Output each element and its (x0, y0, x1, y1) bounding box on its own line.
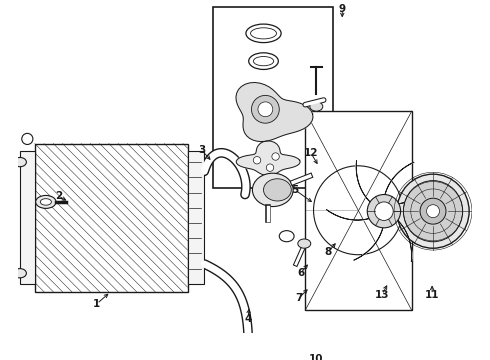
Circle shape (426, 205, 440, 218)
Text: 1: 1 (93, 299, 100, 309)
Polygon shape (326, 210, 374, 220)
Polygon shape (354, 222, 384, 260)
Ellipse shape (36, 195, 56, 208)
Text: 8: 8 (325, 247, 332, 257)
Polygon shape (384, 162, 414, 200)
Text: 6: 6 (297, 268, 304, 278)
Circle shape (258, 102, 273, 117)
Text: 7: 7 (295, 293, 302, 303)
Polygon shape (356, 161, 374, 206)
Ellipse shape (253, 57, 274, 66)
Ellipse shape (298, 239, 311, 248)
Bar (35, 144, 188, 292)
Ellipse shape (252, 173, 293, 207)
Polygon shape (393, 217, 412, 262)
Text: 12: 12 (303, 148, 318, 158)
Circle shape (368, 194, 401, 228)
Polygon shape (236, 82, 313, 141)
Ellipse shape (310, 102, 323, 111)
Bar (20, 151, 35, 284)
Bar (188, 151, 204, 284)
Circle shape (420, 198, 446, 224)
Text: 11: 11 (425, 289, 440, 300)
Text: 13: 13 (375, 289, 390, 300)
Ellipse shape (397, 174, 469, 248)
Circle shape (251, 95, 279, 123)
Circle shape (272, 153, 279, 160)
Polygon shape (393, 202, 441, 213)
Ellipse shape (279, 231, 294, 242)
Ellipse shape (249, 53, 278, 69)
Text: 4: 4 (244, 314, 251, 324)
Bar (213, 8, 333, 188)
Text: 5: 5 (292, 185, 298, 195)
Circle shape (253, 157, 261, 164)
Ellipse shape (250, 28, 276, 39)
Circle shape (375, 202, 393, 220)
Ellipse shape (246, 24, 281, 42)
Ellipse shape (13, 157, 26, 167)
Polygon shape (236, 141, 300, 176)
Circle shape (22, 133, 33, 144)
Text: 2: 2 (55, 192, 62, 201)
Circle shape (266, 164, 274, 171)
Text: 3: 3 (198, 145, 205, 155)
Text: 10: 10 (309, 354, 323, 360)
Ellipse shape (40, 199, 51, 205)
Ellipse shape (403, 181, 463, 242)
Text: 9: 9 (339, 4, 346, 14)
Ellipse shape (264, 179, 292, 201)
Bar (305, 111, 412, 310)
Ellipse shape (13, 269, 26, 278)
